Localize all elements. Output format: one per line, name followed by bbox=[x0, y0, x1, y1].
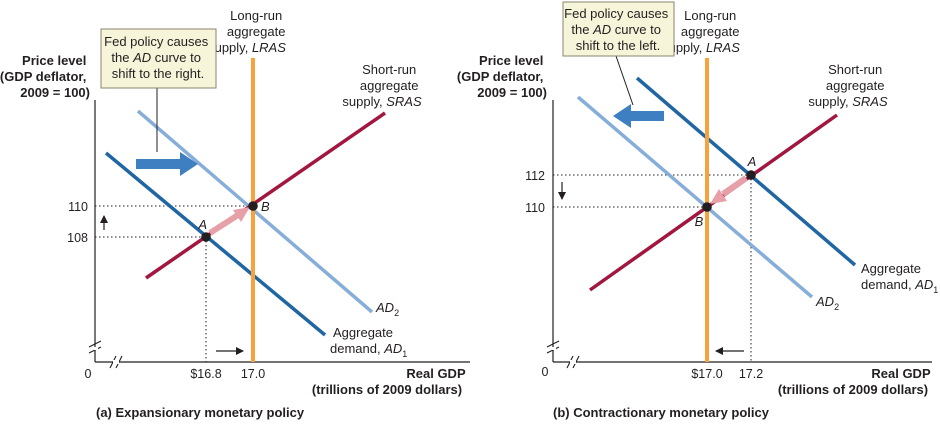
panel-a-x-axis-subtitle: (trillions of 2009 dollars) bbox=[312, 382, 462, 397]
panel-b: Price level (GDP deflator, 2009 = 100) 0… bbox=[457, 1, 938, 420]
panel-a-price-b-tick: 110 bbox=[68, 200, 88, 214]
panel-a-point-b bbox=[248, 201, 258, 211]
panel-b-sras-label: Short-run aggregate supply, SRAS bbox=[808, 62, 888, 109]
panel-b-gdp-b-tick: $17.0 bbox=[691, 367, 722, 381]
panel-b-x-axis-title: Real GDP bbox=[871, 366, 931, 381]
panel-a-ad2-label: AD2 bbox=[375, 300, 399, 318]
panel-a-note-text: Fed policy causes the AD curve to shift … bbox=[104, 34, 212, 81]
panel-b-point-a-label: A bbox=[747, 154, 757, 169]
panel-b-ad1-label: Aggregate demand, AD1 bbox=[861, 261, 938, 295]
panel-a-sras-label: Short-run aggregate supply, SRAS bbox=[342, 62, 422, 109]
panel-a-point-a bbox=[201, 232, 211, 242]
panel-a-ad1-curve bbox=[104, 151, 327, 337]
panel-b-shift-arrow bbox=[721, 175, 748, 197]
panel-a: Price level (GDP deflator, 2009 = 100) 0… bbox=[0, 8, 470, 420]
panel-b-gdp-a-tick: 17.2 bbox=[739, 367, 763, 381]
panel-b-x-axis-subtitle: (trillions of 2009 dollars) bbox=[778, 382, 928, 397]
panel-b-note-box bbox=[562, 1, 675, 57]
panel-a-lras-label: Long-run aggregate supply, LRAS bbox=[208, 8, 289, 55]
panel-b-ad2-curve bbox=[576, 95, 814, 299]
panel-a-price-a-tick: 108 bbox=[67, 231, 88, 245]
panel-a-x-axis-title: Real GDP bbox=[406, 366, 466, 381]
panel-a-origin-label: 0 bbox=[85, 367, 92, 381]
panel-b-price-a-tick: 112 bbox=[525, 169, 545, 183]
panel-a-shift-arrow bbox=[208, 212, 240, 236]
panel-b-note-text: Fed policy causes the AD curve to shift … bbox=[564, 6, 672, 53]
panel-b-origin-label: 0 bbox=[542, 365, 549, 379]
panel-b-point-a bbox=[746, 170, 756, 180]
panel-b-note-pointer bbox=[615, 55, 634, 106]
panel-b-shift-arrowhead bbox=[710, 189, 727, 204]
panel-a-y-axis-title: Price level (GDP deflator, 2009 = 100) bbox=[0, 53, 90, 100]
panel-a-gdp-a-tick: $16.8 bbox=[190, 367, 221, 381]
panel-a-point-b-label: B bbox=[261, 199, 270, 214]
panel-b-ad-shift-arrow bbox=[613, 104, 664, 128]
panel-b-ad1-curve bbox=[635, 76, 857, 267]
panel-a-point-a-label: A bbox=[197, 217, 207, 232]
panel-b-y-axis-title: Price level (GDP deflator, 2009 = 100) bbox=[457, 53, 547, 100]
panel-a-gdp-b-tick: 17.0 bbox=[241, 367, 265, 381]
panel-a-ad1-label: Aggregate demand, AD1 bbox=[330, 325, 407, 359]
panel-a-ad-shift-arrow bbox=[136, 152, 198, 176]
panel-a-sras-curve bbox=[145, 111, 386, 280]
panel-a-note-box bbox=[100, 28, 217, 89]
panel-a-caption: (a) Expansionary monetary policy bbox=[96, 405, 305, 420]
panel-b-caption: (b) Contractionary monetary policy bbox=[553, 405, 770, 420]
panel-b-price-b-tick: 110 bbox=[525, 201, 545, 215]
panel-b-point-b bbox=[702, 202, 712, 212]
panel-b-point-b-label: B bbox=[695, 214, 704, 229]
panel-a-shift-arrowhead bbox=[233, 207, 250, 222]
panel-b-ad2-label: AD2 bbox=[815, 294, 839, 312]
